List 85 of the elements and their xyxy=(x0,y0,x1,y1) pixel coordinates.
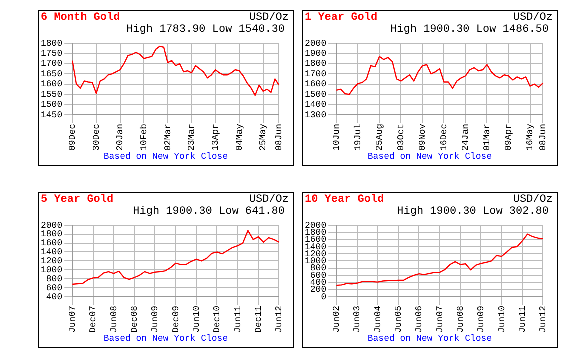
x-tick-label: Jun06 xyxy=(414,306,425,334)
x-tick-label: 19Jul xyxy=(354,124,364,152)
y-tick-label: 1650 xyxy=(40,69,63,80)
x-tick-label: Jun09 xyxy=(150,306,161,334)
x-tick-label: 30Dec xyxy=(92,124,102,152)
y-tick-label: 2000 xyxy=(40,220,63,231)
y-tick-label: 1500 xyxy=(304,90,327,100)
y-tick-label: 1550 xyxy=(40,90,63,100)
x-tick-label: 16Dec xyxy=(440,124,450,152)
x-tick-label: Jun08 xyxy=(456,306,466,334)
x-tick-label: Dec11 xyxy=(254,306,264,334)
x-tick-label: 24Jan xyxy=(461,124,472,152)
text: USD/Oz xyxy=(513,194,553,206)
y-tick-label: 1800 xyxy=(40,38,63,49)
x-tick-label: 13Apr xyxy=(211,124,222,152)
x-tick-label: 09Nov xyxy=(418,123,428,152)
y-tick-label: 1200 xyxy=(40,256,63,267)
x-tick-label: Jun07 xyxy=(435,306,446,334)
y-tick-label: 1600 xyxy=(40,238,63,249)
x-tick-label: Jun05 xyxy=(394,306,404,334)
x-tick-label: Jun11 xyxy=(233,306,244,334)
x-tick-label: 02Mar xyxy=(163,124,174,152)
y-tick-label: 1750 xyxy=(40,49,63,60)
x-tick-label: Jun08 xyxy=(109,306,120,334)
y-tick-label: 400 xyxy=(46,292,63,302)
text: USD/Oz xyxy=(249,12,289,24)
x-tick-label: 03Oct xyxy=(396,124,407,152)
x-tick-label: Dec09 xyxy=(171,306,182,334)
x-tick-label: Jun02 xyxy=(332,306,342,334)
y-tick-label: 1300 xyxy=(304,110,327,120)
chart-title: 10 Year Gold xyxy=(305,194,384,206)
x-tick-label: 25May xyxy=(258,123,269,152)
y-tick-label: 1000 xyxy=(40,266,63,276)
x-tick-label: Jun12 xyxy=(538,306,549,334)
text: USD/Oz xyxy=(513,12,553,24)
y-tick-label: 0 xyxy=(321,292,327,302)
x-tick-label: 23Mar xyxy=(187,124,198,152)
y-tick-label: 1800 xyxy=(40,230,63,240)
x-tick-label: Jun11 xyxy=(518,306,528,334)
x-tick-label: Dec07 xyxy=(88,306,99,334)
y-tick-label: 1500 xyxy=(40,100,63,110)
x-tick-label: Jun04 xyxy=(373,306,384,334)
x-tick-label: 20Jan xyxy=(116,124,126,152)
y-tick-label: 600 xyxy=(46,283,63,294)
text: Based on New York Close xyxy=(366,152,494,163)
y-tick-label: 1900 xyxy=(304,49,327,60)
y-tick-label: 1400 xyxy=(304,100,327,110)
x-tick-label: Jun12 xyxy=(274,306,285,334)
x-tick-label: Jun10 xyxy=(497,306,508,334)
text: USD/Oz xyxy=(249,194,289,206)
text: Based on New York Close xyxy=(366,334,494,345)
x-tick-label: 08Jun xyxy=(538,124,549,152)
y-tick-label: 800 xyxy=(46,274,63,284)
x-tick-label: Dec10 xyxy=(212,306,223,334)
x-tick-label: Jun10 xyxy=(192,306,202,334)
x-tick-label: 08Jun xyxy=(274,124,285,152)
text: Based on New York Close xyxy=(102,152,230,163)
chart-subtitle: High 1900.30 Low 302.80 xyxy=(396,206,550,218)
y-tick-label: 1400 xyxy=(40,248,63,258)
chart-title: 6 Month Gold xyxy=(41,12,120,24)
y-tick-label: 1800 xyxy=(304,59,327,70)
x-tick-label: Jun03 xyxy=(352,306,363,334)
y-tick-label: 1700 xyxy=(40,59,63,70)
chart-subtitle: High 1900.30 Low 641.80 xyxy=(132,206,286,218)
x-tick-label: 09Dec xyxy=(68,124,78,152)
chart-subtitle: High 1783.90 Low 1540.30 xyxy=(126,24,286,36)
chart-title: 5 Year Gold xyxy=(41,194,114,206)
chart-subtitle: High 1900.30 Low 1486.50 xyxy=(390,24,550,36)
x-tick-label: 04May xyxy=(234,123,245,152)
x-tick-label: Dec08 xyxy=(130,306,140,334)
x-tick-label: 10Jun xyxy=(332,124,342,152)
x-tick-label: 10Feb xyxy=(140,124,150,152)
y-tick-label: 1600 xyxy=(304,80,327,90)
text: Based on New York Close xyxy=(102,334,230,345)
x-tick-label: 25Aug xyxy=(375,124,386,152)
x-tick-label: 01Mar xyxy=(482,124,493,152)
x-tick-label: Jun09 xyxy=(476,306,487,334)
y-tick-label: 2000 xyxy=(304,38,327,49)
y-tick-label: 1450 xyxy=(40,110,63,120)
x-tick-label: 09Apr xyxy=(504,124,514,152)
x-tick-label: Jun07 xyxy=(68,306,78,334)
y-tick-label: 1700 xyxy=(304,69,327,80)
chart-title: 1 Year Gold xyxy=(305,12,378,24)
x-tick-label: 16May xyxy=(526,123,536,152)
y-tick-label: 1600 xyxy=(40,80,63,90)
